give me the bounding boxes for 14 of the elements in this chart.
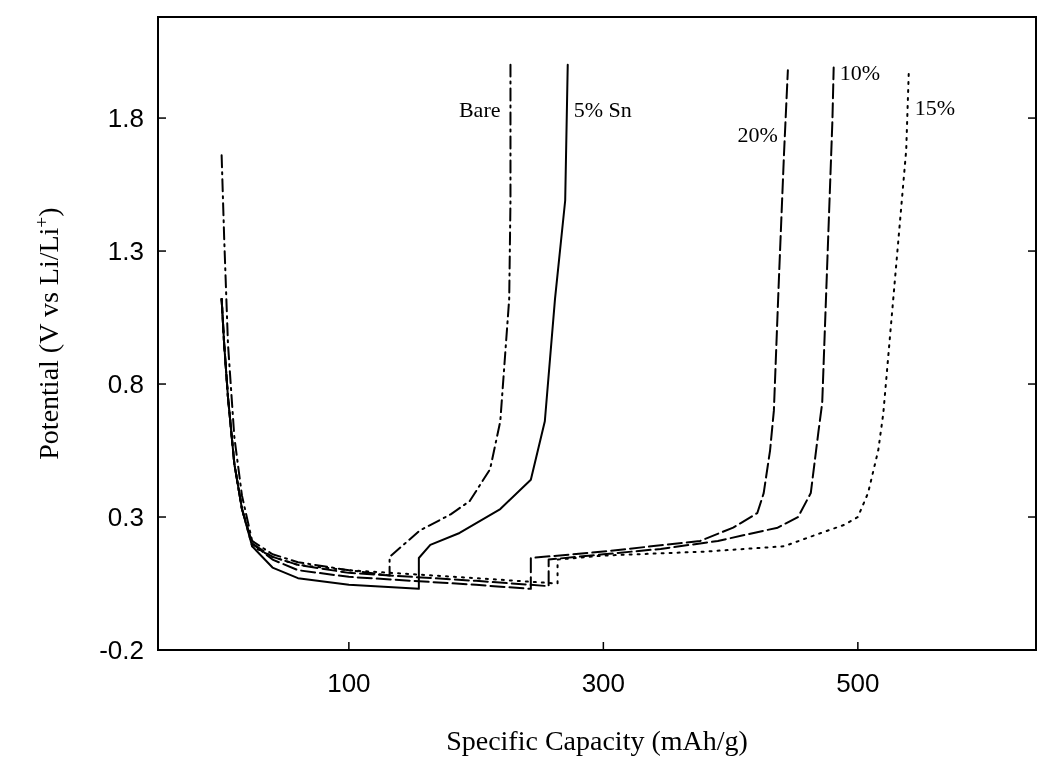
- y-tick-label: 1.8: [107, 103, 144, 134]
- series-label: 10%: [839, 59, 881, 85]
- x-axis-title: Specific Capacity (mAh/g): [446, 725, 748, 756]
- y-tick-label: -0.2: [99, 635, 144, 665]
- series-label: 15%: [914, 94, 956, 120]
- x-tick-label: 300: [581, 668, 626, 698]
- series-label: 20%: [737, 122, 778, 148]
- series-label: 5% Sn: [573, 96, 632, 122]
- y-tick-label: 0.3: [107, 502, 144, 533]
- x-tick-label: 500: [836, 668, 880, 698]
- series-label: Bare: [458, 96, 501, 122]
- x-tick-label: 100: [327, 668, 371, 698]
- y-tick-label: 1.3: [107, 236, 144, 267]
- y-tick-label: 0.8: [107, 369, 144, 400]
